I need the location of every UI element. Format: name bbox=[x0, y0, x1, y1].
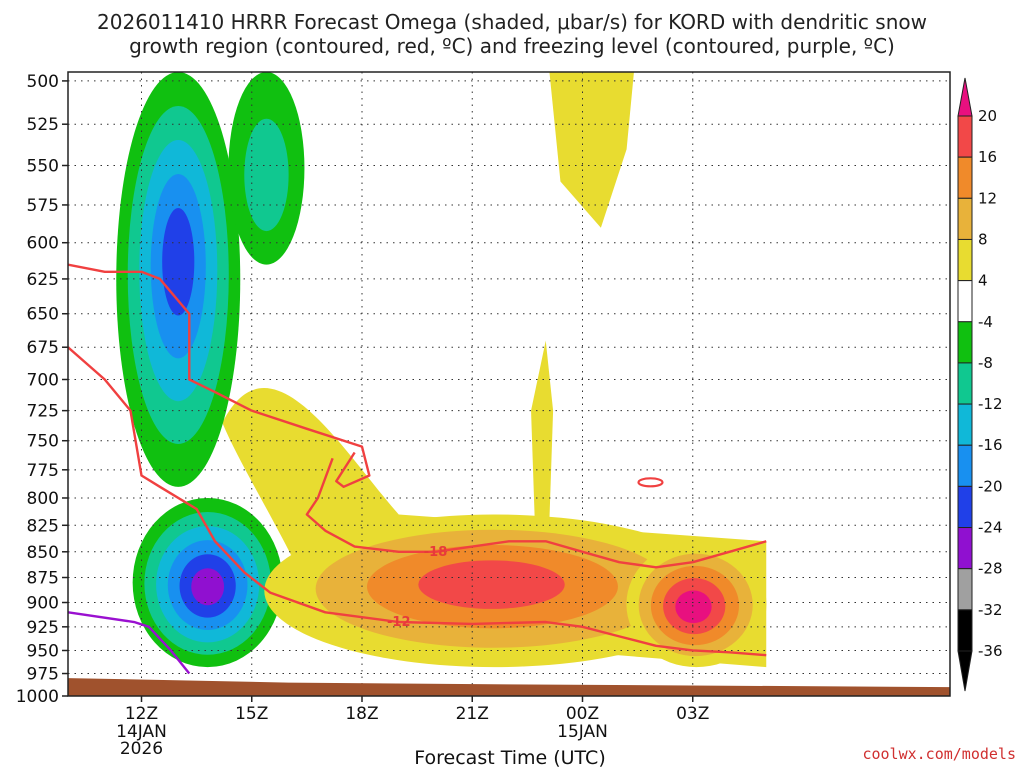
colorbar-label-11: -28 bbox=[978, 560, 1003, 578]
y-tick-label-12: 800 bbox=[27, 489, 59, 509]
y-tick-label-19: 975 bbox=[27, 665, 59, 685]
colorbar-swatch-12 bbox=[957, 609, 973, 652]
colorbar-label-2: 12 bbox=[978, 189, 997, 207]
omega-shade-upper-ascent-column-4 bbox=[162, 208, 195, 316]
contour-lines: -18 -12 bbox=[68, 263, 767, 675]
contour-label-dgz-minus18: -18 bbox=[424, 545, 448, 560]
y-tick-label-11: 775 bbox=[27, 461, 59, 481]
colorbar-swatch-10 bbox=[957, 527, 973, 570]
colorbar-swatch-11 bbox=[957, 568, 973, 611]
contour-dgz-upper bbox=[68, 263, 371, 489]
y-tick-label-4: 600 bbox=[27, 234, 59, 254]
y-tick-label-18: 950 bbox=[27, 641, 59, 661]
terrain-surface bbox=[68, 678, 950, 696]
y-tick-label-17: 925 bbox=[27, 618, 59, 638]
colorbar-label-13: -36 bbox=[978, 642, 1003, 660]
y-tick-label-8: 700 bbox=[27, 370, 59, 390]
colorbar-bottom-arrow bbox=[957, 650, 973, 692]
omega-shade-yellow-spike bbox=[531, 340, 554, 520]
colorbar-label-12: -32 bbox=[978, 601, 1003, 619]
y-tick-label-5: 625 bbox=[27, 270, 59, 290]
y-tick-label-10: 750 bbox=[27, 432, 59, 452]
x-tick-label-3: 21Z bbox=[456, 704, 489, 724]
x-tick-date-0: 14JAN bbox=[116, 722, 167, 742]
x-tick-label-1: 15Z bbox=[235, 704, 268, 724]
colorbar-swatch-7 bbox=[957, 403, 973, 446]
x-tick-label-5: 03Z bbox=[676, 704, 709, 724]
y-tick-label-15: 875 bbox=[27, 569, 59, 589]
colorbar-label-0: 20 bbox=[978, 107, 997, 125]
colorbar-swatch-6 bbox=[957, 362, 973, 405]
contour-freezing-level bbox=[68, 611, 191, 675]
y-tick-label-13: 825 bbox=[27, 516, 59, 536]
omega-shade-yellow-upper bbox=[549, 72, 634, 228]
y-tick-label-9: 725 bbox=[27, 402, 59, 422]
y-tick-label-3: 575 bbox=[27, 196, 59, 216]
omega-shade-low-level-ascent-5 bbox=[191, 568, 225, 606]
colorbar-swatch-1 bbox=[957, 156, 973, 199]
plot-frame bbox=[67, 71, 951, 697]
colorbar-label-4: 4 bbox=[978, 272, 988, 290]
colorbar-label-10: -24 bbox=[978, 519, 1003, 537]
y-tick-label-0: 500 bbox=[27, 72, 59, 92]
x-tick-date-4: 15JAN bbox=[557, 722, 608, 742]
x-tick-label-2: 18Z bbox=[345, 704, 378, 724]
colorbar-swatch-9 bbox=[957, 485, 973, 529]
y-tick-label-20: 1000 bbox=[16, 687, 59, 707]
x-tick-label-0: 12Z bbox=[125, 704, 158, 724]
x-tick-year-0: 2026 bbox=[120, 739, 163, 759]
colorbar-label-1: 16 bbox=[978, 148, 997, 166]
colorbar: 20 16 12 8 4 -4 -8 -12 -16 -20 -24 -28 -32 -36 bbox=[957, 77, 1003, 692]
y-tick-label-2: 550 bbox=[27, 156, 59, 176]
contour-dgz-minus18 bbox=[305, 457, 767, 569]
colorbar-label-3: 8 bbox=[978, 230, 988, 248]
grid-lines bbox=[68, 72, 950, 697]
y-tick-label-16: 900 bbox=[27, 594, 59, 614]
colorbar-swatch-0 bbox=[957, 115, 973, 158]
chart-title-line2: growth region (contoured, red, ºC) and f… bbox=[129, 34, 895, 58]
omega-shade-descent-max-03z-4 bbox=[675, 590, 712, 624]
x-tick-label-4: 00Z bbox=[566, 704, 599, 724]
y-tick-label-1: 525 bbox=[27, 115, 59, 135]
colorbar-swatch-3 bbox=[957, 238, 973, 282]
colorbar-swatch-2 bbox=[957, 197, 973, 240]
y-tick-label-7: 675 bbox=[27, 338, 59, 358]
omega-shade-descent-band-3 bbox=[418, 560, 565, 609]
colorbar-swatch-8 bbox=[957, 444, 973, 487]
credit-text: coolwx.com/models bbox=[862, 745, 1016, 763]
terrain-fill bbox=[68, 678, 950, 696]
colorbar-swatch-4 bbox=[957, 280, 973, 323]
y-tick-label-14: 850 bbox=[27, 543, 59, 563]
colorbar-swatch-5 bbox=[957, 321, 973, 364]
colorbar-label-9: -20 bbox=[978, 477, 1003, 495]
omega-shade-midlevel-band-15z-1 bbox=[244, 118, 289, 232]
colorbar-label-8: -16 bbox=[978, 436, 1003, 454]
contour-label-dgz-minus12: -12 bbox=[387, 615, 411, 630]
colorbar-label-6: -8 bbox=[978, 354, 993, 372]
contour-dgz-small-loop bbox=[637, 477, 664, 488]
y-tick-label-6: 650 bbox=[27, 305, 59, 325]
chart-title-line1: 2026011410 HRRR Forecast Omega (shaded, … bbox=[97, 10, 927, 34]
colorbar-top-arrow bbox=[957, 77, 973, 117]
y-axis: 500 525 550 575 600 625 650 675 700 725 750 775 800 8… bbox=[16, 72, 68, 707]
colorbar-label-5: -4 bbox=[978, 313, 993, 331]
contour-dgz-minus12 bbox=[68, 346, 767, 657]
x-axis-title: Forecast Time (UTC) bbox=[414, 747, 605, 768]
colorbar-label-7: -12 bbox=[978, 395, 1003, 413]
